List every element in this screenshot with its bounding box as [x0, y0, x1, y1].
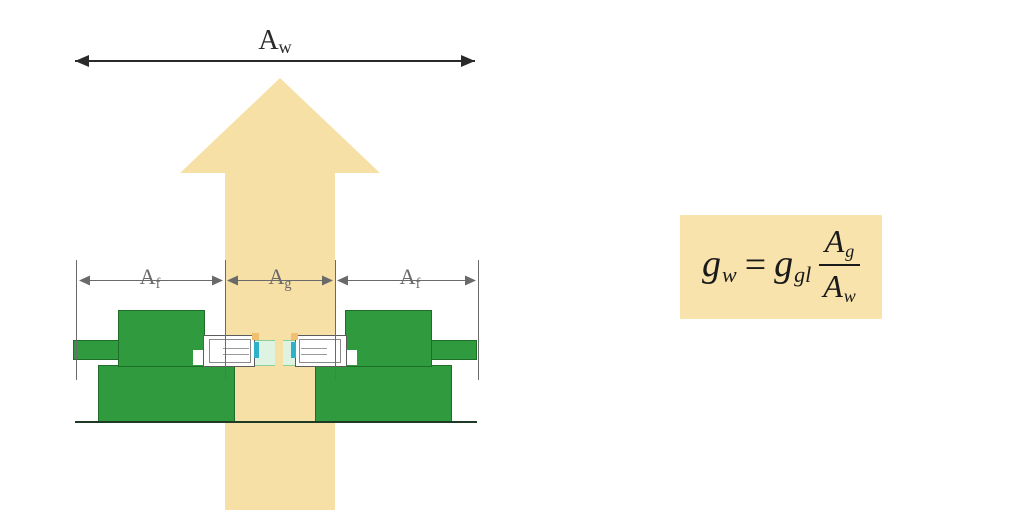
- dim-total-var: A: [258, 25, 278, 56]
- formula-lhs-sub: w: [722, 262, 737, 287]
- formula-den-var: A: [823, 268, 843, 304]
- frame-left: [75, 310, 235, 420]
- formula-fraction-line: [819, 264, 860, 266]
- formula-equals: =: [745, 243, 766, 287]
- frame-right: [315, 310, 475, 420]
- formula-coeff-sub: gl: [794, 262, 811, 287]
- formula-num-var: A: [825, 223, 845, 259]
- dim-rule-1: [76, 260, 77, 380]
- formula-lhs-var: g: [702, 243, 721, 285]
- gasket-seal: [254, 342, 259, 358]
- formula-den-sub: w: [844, 286, 856, 306]
- dim-rule-3: [335, 260, 336, 380]
- formula-coeff-var: g: [774, 243, 793, 285]
- spacer-bar: [301, 348, 327, 349]
- dim-frame-left-arR: [212, 276, 223, 286]
- dim-total-label: Aw: [55, 25, 495, 58]
- glazing-gap: [275, 339, 283, 367]
- dim-rule-4: [478, 260, 479, 380]
- dim-total-sub: w: [279, 37, 292, 57]
- canvas: Aw Af Ag: [0, 0, 1024, 511]
- dim-glass-label: Ag: [255, 264, 305, 293]
- frame-baseline: [75, 421, 477, 423]
- spacer-bar: [301, 354, 327, 355]
- formula: gw = ggl Ag Aw: [702, 225, 860, 305]
- gasket-seal: [291, 342, 296, 358]
- heatflow-arrow-head: [180, 78, 380, 173]
- window-diagram: Aw Af Ag: [55, 30, 485, 480]
- formula-fraction: Ag Aw: [819, 225, 860, 305]
- gasket-cap: [252, 333, 259, 340]
- formula-num-sub: g: [845, 241, 854, 261]
- spacer-inner: [209, 339, 251, 363]
- dim-total-line: [75, 60, 475, 62]
- dim-glass-arL: [227, 276, 238, 286]
- dim-mid-row: Af Ag Af: [65, 268, 475, 298]
- frame-base: [98, 365, 235, 422]
- dim-glass-arR: [322, 276, 333, 286]
- frame-upper: [118, 310, 205, 367]
- spacer-bar: [223, 354, 249, 355]
- spacer-bar: [223, 348, 249, 349]
- dim-frame-left-label: Af: [125, 264, 175, 293]
- frame-upper: [345, 310, 432, 367]
- dim-frame-right-arL: [337, 276, 348, 286]
- dim-frame-right-label: Af: [385, 264, 435, 293]
- frame-sill: [425, 340, 477, 360]
- formula-box: gw = ggl Ag Aw: [680, 215, 882, 319]
- dim-frame-right-arR: [465, 276, 476, 286]
- dim-frame-left-arL: [79, 276, 90, 286]
- dim-rule-2: [225, 260, 226, 380]
- gasket-cap: [291, 333, 298, 340]
